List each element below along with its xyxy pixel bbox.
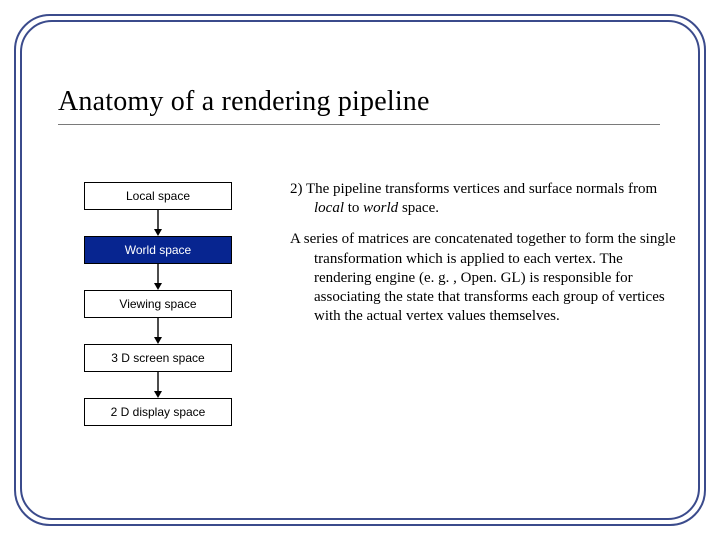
flow-arrow-viewing <box>84 318 232 344</box>
flow-node-screen3d: 3 D screen space <box>84 344 232 372</box>
paragraph-1: 2) The pipeline transforms vertices and … <box>290 180 680 218</box>
flow-arrow-world <box>84 264 232 290</box>
p1-i1: local <box>314 200 344 216</box>
pipeline-flowchart: Local space World space Viewing space 3 D s… <box>84 182 232 426</box>
paragraph-2: A series of matrices are concatenated to… <box>290 230 680 326</box>
flow-node-disp2d: 2 D display space <box>84 398 232 426</box>
slide-title: Anatomy of a rendering pipeline <box>58 86 660 118</box>
body-text: 2) The pipeline transforms vertices and … <box>290 180 680 326</box>
flow-arrow-local <box>84 210 232 236</box>
p1-i2: world <box>363 200 398 216</box>
flow-arrow-screen3d <box>84 372 232 398</box>
slide: Anatomy of a rendering pipeline Local sp… <box>0 0 720 540</box>
flow-node-viewing: Viewing space <box>84 290 232 318</box>
title-underline <box>58 124 660 125</box>
p1-t2: to <box>344 200 363 216</box>
flow-node-world: World space <box>84 236 232 264</box>
p1-t3: space. <box>398 200 439 216</box>
title-block: Anatomy of a rendering pipeline <box>58 86 660 125</box>
p1-lead: 2) <box>290 181 306 197</box>
p1-t1: The pipeline transforms vertices and sur… <box>306 181 657 197</box>
flow-node-local: Local space <box>84 182 232 210</box>
